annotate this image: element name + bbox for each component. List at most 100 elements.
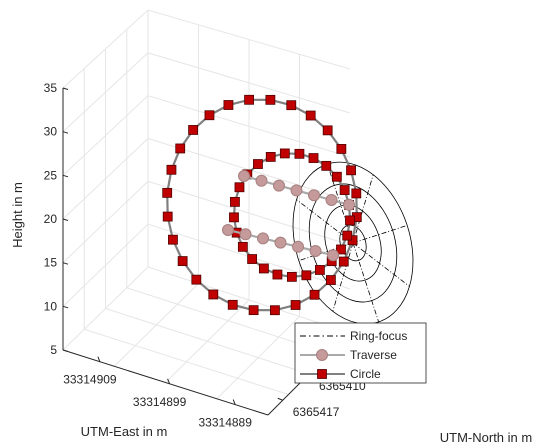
y-tick-mark (277, 397, 283, 401)
x-axis-label: UTM-East in m (81, 424, 168, 439)
circle-marker (321, 160, 332, 171)
traverse-marker (273, 179, 285, 192)
circle-marker (162, 211, 173, 222)
circle-marker (308, 153, 319, 163)
x-tick-mark (232, 399, 236, 405)
z-tick-mark (62, 218, 69, 221)
traverse-marker (239, 228, 252, 241)
circle-marker (177, 256, 188, 266)
circle-marker (338, 256, 349, 267)
x-tick-label: 33314909 (63, 373, 117, 387)
z-tick-label: 10 (44, 299, 58, 313)
circle-marker (346, 165, 356, 176)
legend-traverse-label: Traverse (350, 348, 397, 362)
circle-marker (234, 182, 245, 193)
circle-marker (247, 254, 258, 264)
z-grid-line (62, 95, 351, 176)
traverse-marker (308, 189, 320, 202)
circle-marker (331, 171, 342, 182)
circle-marker (279, 148, 290, 159)
z-tick-mark (62, 262, 69, 265)
circle-marker (272, 269, 283, 280)
circle-marker (229, 212, 239, 223)
z-tick-mark (62, 87, 69, 90)
legend-circle-label: Circle (350, 367, 381, 381)
ring-focus-spoke (352, 225, 408, 244)
circle-marker (227, 299, 238, 310)
z-tick-mark (62, 131, 69, 134)
circle-marker (325, 275, 336, 285)
x-axis-line (62, 349, 269, 416)
legend-ring-focus-label: Ring-focus (350, 329, 407, 343)
ring-focus-spoke (298, 242, 354, 261)
circle-marker (286, 271, 297, 282)
z-grid-line (62, 9, 351, 89)
traverse-marker (292, 240, 304, 253)
circle-series (162, 94, 362, 316)
traverse-marker (327, 249, 339, 262)
ring-focus-spoke (352, 174, 374, 244)
ring-focus-spoke (332, 242, 354, 312)
circle-marker (294, 148, 305, 159)
traverse-marker (274, 236, 287, 249)
circle-marker (322, 125, 333, 136)
ring-focus-spoke (352, 242, 380, 323)
y-axis-label: UTM-North in m (440, 430, 532, 445)
legend-traverse-marker (316, 349, 328, 361)
floor-grid-line (165, 299, 250, 383)
circle-marker (244, 94, 254, 105)
circle-marker (223, 100, 234, 110)
circle-marker (166, 164, 177, 175)
circle-marker (351, 188, 362, 199)
traverse-marker (309, 245, 322, 257)
circle-marker (301, 270, 312, 281)
floor-grid-line (216, 316, 300, 400)
circle-marker (265, 94, 276, 105)
z-tick-label: 5 (50, 343, 57, 357)
z-tick-mark (62, 349, 69, 352)
x-tick-mark (167, 378, 171, 384)
circle-marker (345, 215, 355, 226)
legend-circle-marker (317, 369, 327, 379)
circle-marker (342, 230, 353, 241)
circle-marker (339, 185, 350, 195)
circle-marker (286, 100, 297, 111)
ring-focus-spoke (352, 242, 410, 287)
z-tick-label: 30 (44, 125, 58, 139)
z-tick-label: 15 (44, 256, 58, 270)
traverse-marker (238, 170, 250, 182)
circle-marker (336, 244, 346, 255)
z-grid-line (62, 223, 351, 307)
legend: Ring-focus Traverse Circle (294, 322, 427, 384)
circle-marker (305, 110, 316, 121)
traverse-marker (222, 224, 234, 236)
z-axis-label: Height in m (10, 182, 25, 248)
ring-focus-ellipse (324, 204, 382, 282)
circle-marker (253, 159, 263, 169)
circle-marker (290, 300, 301, 310)
circle-marker (204, 110, 215, 121)
traverse-marker (325, 194, 338, 206)
traverse-marker (257, 232, 269, 245)
circle-marker (208, 289, 219, 300)
traverse-marker (343, 198, 355, 211)
circle-marker (162, 187, 173, 198)
circle-marker (336, 144, 347, 154)
circle-marker (309, 289, 320, 300)
z-tick-label: 25 (44, 168, 58, 182)
z-tick-label: 35 (44, 81, 58, 95)
circle-marker (270, 305, 280, 316)
circle-marker (230, 196, 240, 207)
circle-marker (258, 263, 269, 274)
circle-marker (188, 125, 199, 135)
circle-marker (237, 241, 248, 252)
z-tick-mark (62, 305, 69, 309)
traverse-series (222, 170, 355, 262)
x-tick-label: 33314899 (133, 395, 187, 409)
y-tick-label: 6365417 (293, 405, 340, 419)
circle-marker (248, 305, 259, 316)
traverse-marker (255, 174, 268, 187)
circle-marker (314, 265, 325, 275)
z-tick-label: 20 (44, 212, 58, 226)
circle-marker (191, 274, 202, 285)
